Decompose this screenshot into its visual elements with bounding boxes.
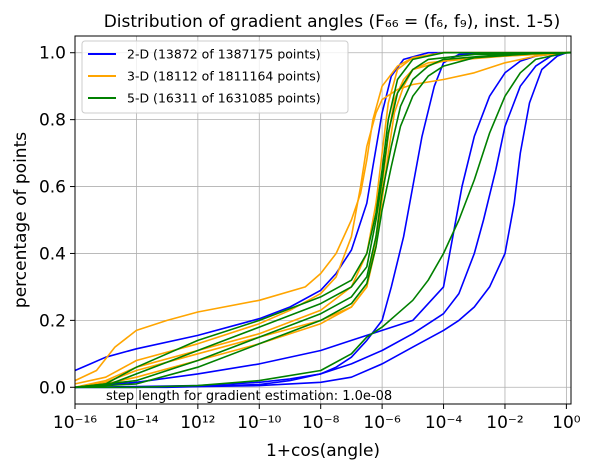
series-1-line-1 <box>74 51 571 372</box>
x-tick-label: 10¹² <box>180 413 215 433</box>
series-3-line-2 <box>74 51 572 389</box>
legend: 2-D (13872 of 1387175 points) 3-D (18112 … <box>81 40 349 114</box>
x-tick-label: 10⁻⁸ <box>302 413 340 433</box>
x-tick-label: 10⁻¹⁶ <box>53 413 97 433</box>
annotation: step length for gradient estimation: 1.0… <box>106 389 392 404</box>
legend-label: 3-D (18112 of 1811164 points) <box>127 69 321 84</box>
x-tick-label: 10⁰ <box>552 413 581 433</box>
plot-frame <box>74 35 572 405</box>
series-2-line-2 <box>74 51 571 385</box>
y-ticks: 0.0 0.2 0.4 0.6 0.8 1.0 <box>39 44 75 398</box>
x-ticks: 10⁻¹⁶ 10⁻¹⁴ 10¹² 10⁻¹⁰ 10⁻⁸ 10⁻⁶ 10⁻⁴ 10⁻² 10⁰ <box>53 404 581 433</box>
series-1-line-2 <box>74 51 572 389</box>
y-tick-label: 0.2 <box>39 311 66 331</box>
x-tick-label: 10⁻⁶ <box>363 413 401 433</box>
series-3-line-4 <box>74 51 572 389</box>
x-axis-label: 1+cos(angle) <box>266 441 380 461</box>
y-tick-label: 0.0 <box>39 378 66 398</box>
grid <box>74 36 571 404</box>
legend-label: 2-D (13872 of 1387175 points) <box>127 47 321 62</box>
x-tick-label: 10⁻² <box>486 413 523 433</box>
series-2-line-1 <box>74 51 571 382</box>
series-1-line-4 <box>75 51 571 389</box>
plot-area <box>74 51 572 389</box>
x-tick-label: 10⁻¹⁴ <box>114 413 158 433</box>
series-3-line-5 <box>75 51 571 389</box>
y-tick-label: 0.8 <box>39 111 66 131</box>
legend-frame <box>81 40 349 114</box>
legend-label: 5-D (16311 of 1631085 points) <box>127 91 321 106</box>
y-tick-label: 1.0 <box>39 44 66 64</box>
chart-title: Distribution of gradient angles (F₆₆ = (… <box>104 12 561 32</box>
series-1-line-5 <box>75 51 571 389</box>
series-1-line-3 <box>74 51 571 389</box>
y-axis-label: percentage of points <box>11 132 31 308</box>
x-tick-label: 10⁻¹⁰ <box>237 413 281 433</box>
series-3-line-1 <box>74 51 571 389</box>
y-tick-label: 0.4 <box>39 244 66 264</box>
series-3-line-3 <box>74 51 572 389</box>
y-tick-label: 0.6 <box>39 178 66 198</box>
x-tick-label: 10⁻⁴ <box>425 413 463 433</box>
